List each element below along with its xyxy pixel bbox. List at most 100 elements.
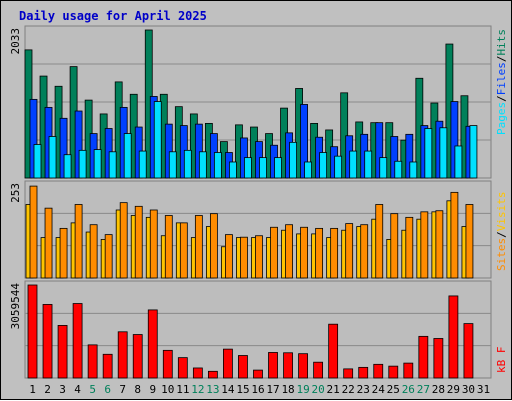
y-max-label: 253 <box>9 183 22 203</box>
bar-files <box>29 98 38 179</box>
bar-pages <box>168 151 177 179</box>
bar-sites <box>164 215 173 279</box>
x-tick-label: 26 <box>402 383 415 396</box>
x-tick-label: 25 <box>387 383 400 396</box>
bar-kb-f <box>373 363 384 379</box>
bar-pages <box>469 125 478 179</box>
legend-separator: / <box>495 56 508 63</box>
bar-sites <box>435 210 444 279</box>
bar-sites <box>179 222 188 279</box>
bar-pages <box>454 145 463 179</box>
x-tick-label: 27 <box>417 383 430 396</box>
legend-pages: Pages <box>495 102 508 135</box>
bar-kb-f <box>238 355 248 379</box>
x-tick-label: 31 <box>477 383 490 396</box>
x-tick-label: 13 <box>206 383 219 396</box>
bar-kb-f <box>253 369 263 379</box>
x-tick-label: 30 <box>462 383 475 396</box>
bar-sites <box>390 213 399 279</box>
bar-kb-f <box>328 323 339 379</box>
bar-kb-f <box>463 323 474 379</box>
x-tick-label: 7 <box>119 383 126 396</box>
bar-sites <box>119 202 128 279</box>
bar-pages <box>78 149 87 179</box>
bar-pages <box>183 149 192 179</box>
bar-kb-f <box>418 335 429 379</box>
bar-kb-f <box>117 331 128 379</box>
bar-sites <box>134 205 143 279</box>
bar-kb-f <box>283 352 293 379</box>
legend-files: Files <box>495 62 508 95</box>
bar-kb-f <box>87 344 98 379</box>
x-tick-label: 10 <box>161 383 174 396</box>
y-max-label: 3059544 <box>9 283 22 330</box>
bar-kb-f <box>403 362 414 379</box>
chart-panel-visits-sites: 253 <box>9 180 492 279</box>
chart-panel-kbytes: 3059544 <box>9 280 492 379</box>
bar-pages <box>229 161 237 179</box>
bar-kb-f <box>192 367 203 379</box>
bar-pages <box>409 161 418 179</box>
bar-sites <box>285 224 293 279</box>
legend-hits: Hits <box>495 29 508 56</box>
bar-sites <box>465 204 474 279</box>
x-tick-label: 15 <box>236 383 249 396</box>
bar-kb-f <box>223 348 233 379</box>
legend-kbytes: kB F <box>495 347 508 374</box>
bar-sites <box>300 226 308 279</box>
bar-kb-f <box>162 349 173 379</box>
bar-kb-f <box>448 295 459 379</box>
bar-pages <box>364 150 373 179</box>
bar-sites <box>89 224 98 279</box>
bar-sites <box>209 213 218 279</box>
x-tick-label: 29 <box>447 383 460 396</box>
x-tick-label: 6 <box>104 383 111 396</box>
bar-sites <box>29 185 38 279</box>
x-tick-label: 1 <box>29 383 36 396</box>
x-tick-label: 8 <box>134 383 141 396</box>
bar-sites <box>270 226 278 279</box>
bar-pages <box>108 151 117 179</box>
bar-kb-f <box>42 304 53 379</box>
bar-pages <box>153 101 162 179</box>
chart-title: Daily usage for April 2025 <box>19 9 207 23</box>
bar-pages <box>379 157 388 179</box>
x-tick-label: 14 <box>221 383 235 396</box>
bar-sites <box>405 216 414 279</box>
bar-kb-f <box>358 366 369 379</box>
bar-sites <box>345 223 354 279</box>
bar-files <box>450 101 459 179</box>
bar-sites <box>149 209 158 279</box>
bar-kb-f <box>343 368 354 379</box>
bar-files <box>164 123 173 179</box>
bar-sites <box>225 234 233 279</box>
x-tick-label: 12 <box>191 383 204 396</box>
bar-kb-f <box>57 325 68 379</box>
bar-sites <box>59 227 68 279</box>
x-tick-label: 23 <box>357 383 370 396</box>
bar-sites <box>240 236 248 279</box>
bar-pages <box>394 160 403 179</box>
bar-sites <box>315 227 324 279</box>
bar-files <box>194 123 203 179</box>
bar-kb-f <box>147 309 158 379</box>
bar-sites <box>450 191 459 279</box>
bar-kb-f <box>177 357 188 379</box>
bar-files <box>390 136 399 179</box>
bar-kb-f <box>132 334 143 379</box>
bar-kb-f <box>27 284 38 379</box>
bar-pages <box>424 128 433 179</box>
x-tick-label: 20 <box>312 383 325 396</box>
bar-sites <box>194 215 203 279</box>
bar-sites <box>360 224 369 279</box>
bar-pages <box>244 157 252 179</box>
bar-pages <box>213 152 222 179</box>
legend-visits: Visits <box>495 192 508 232</box>
x-tick-label: 28 <box>432 383 445 396</box>
bar-files <box>74 110 83 179</box>
x-tick-label: 16 <box>251 383 264 396</box>
bar-sites <box>74 204 83 279</box>
bar-kb-f <box>72 303 83 379</box>
legend-kbytes: kB F <box>495 347 508 374</box>
